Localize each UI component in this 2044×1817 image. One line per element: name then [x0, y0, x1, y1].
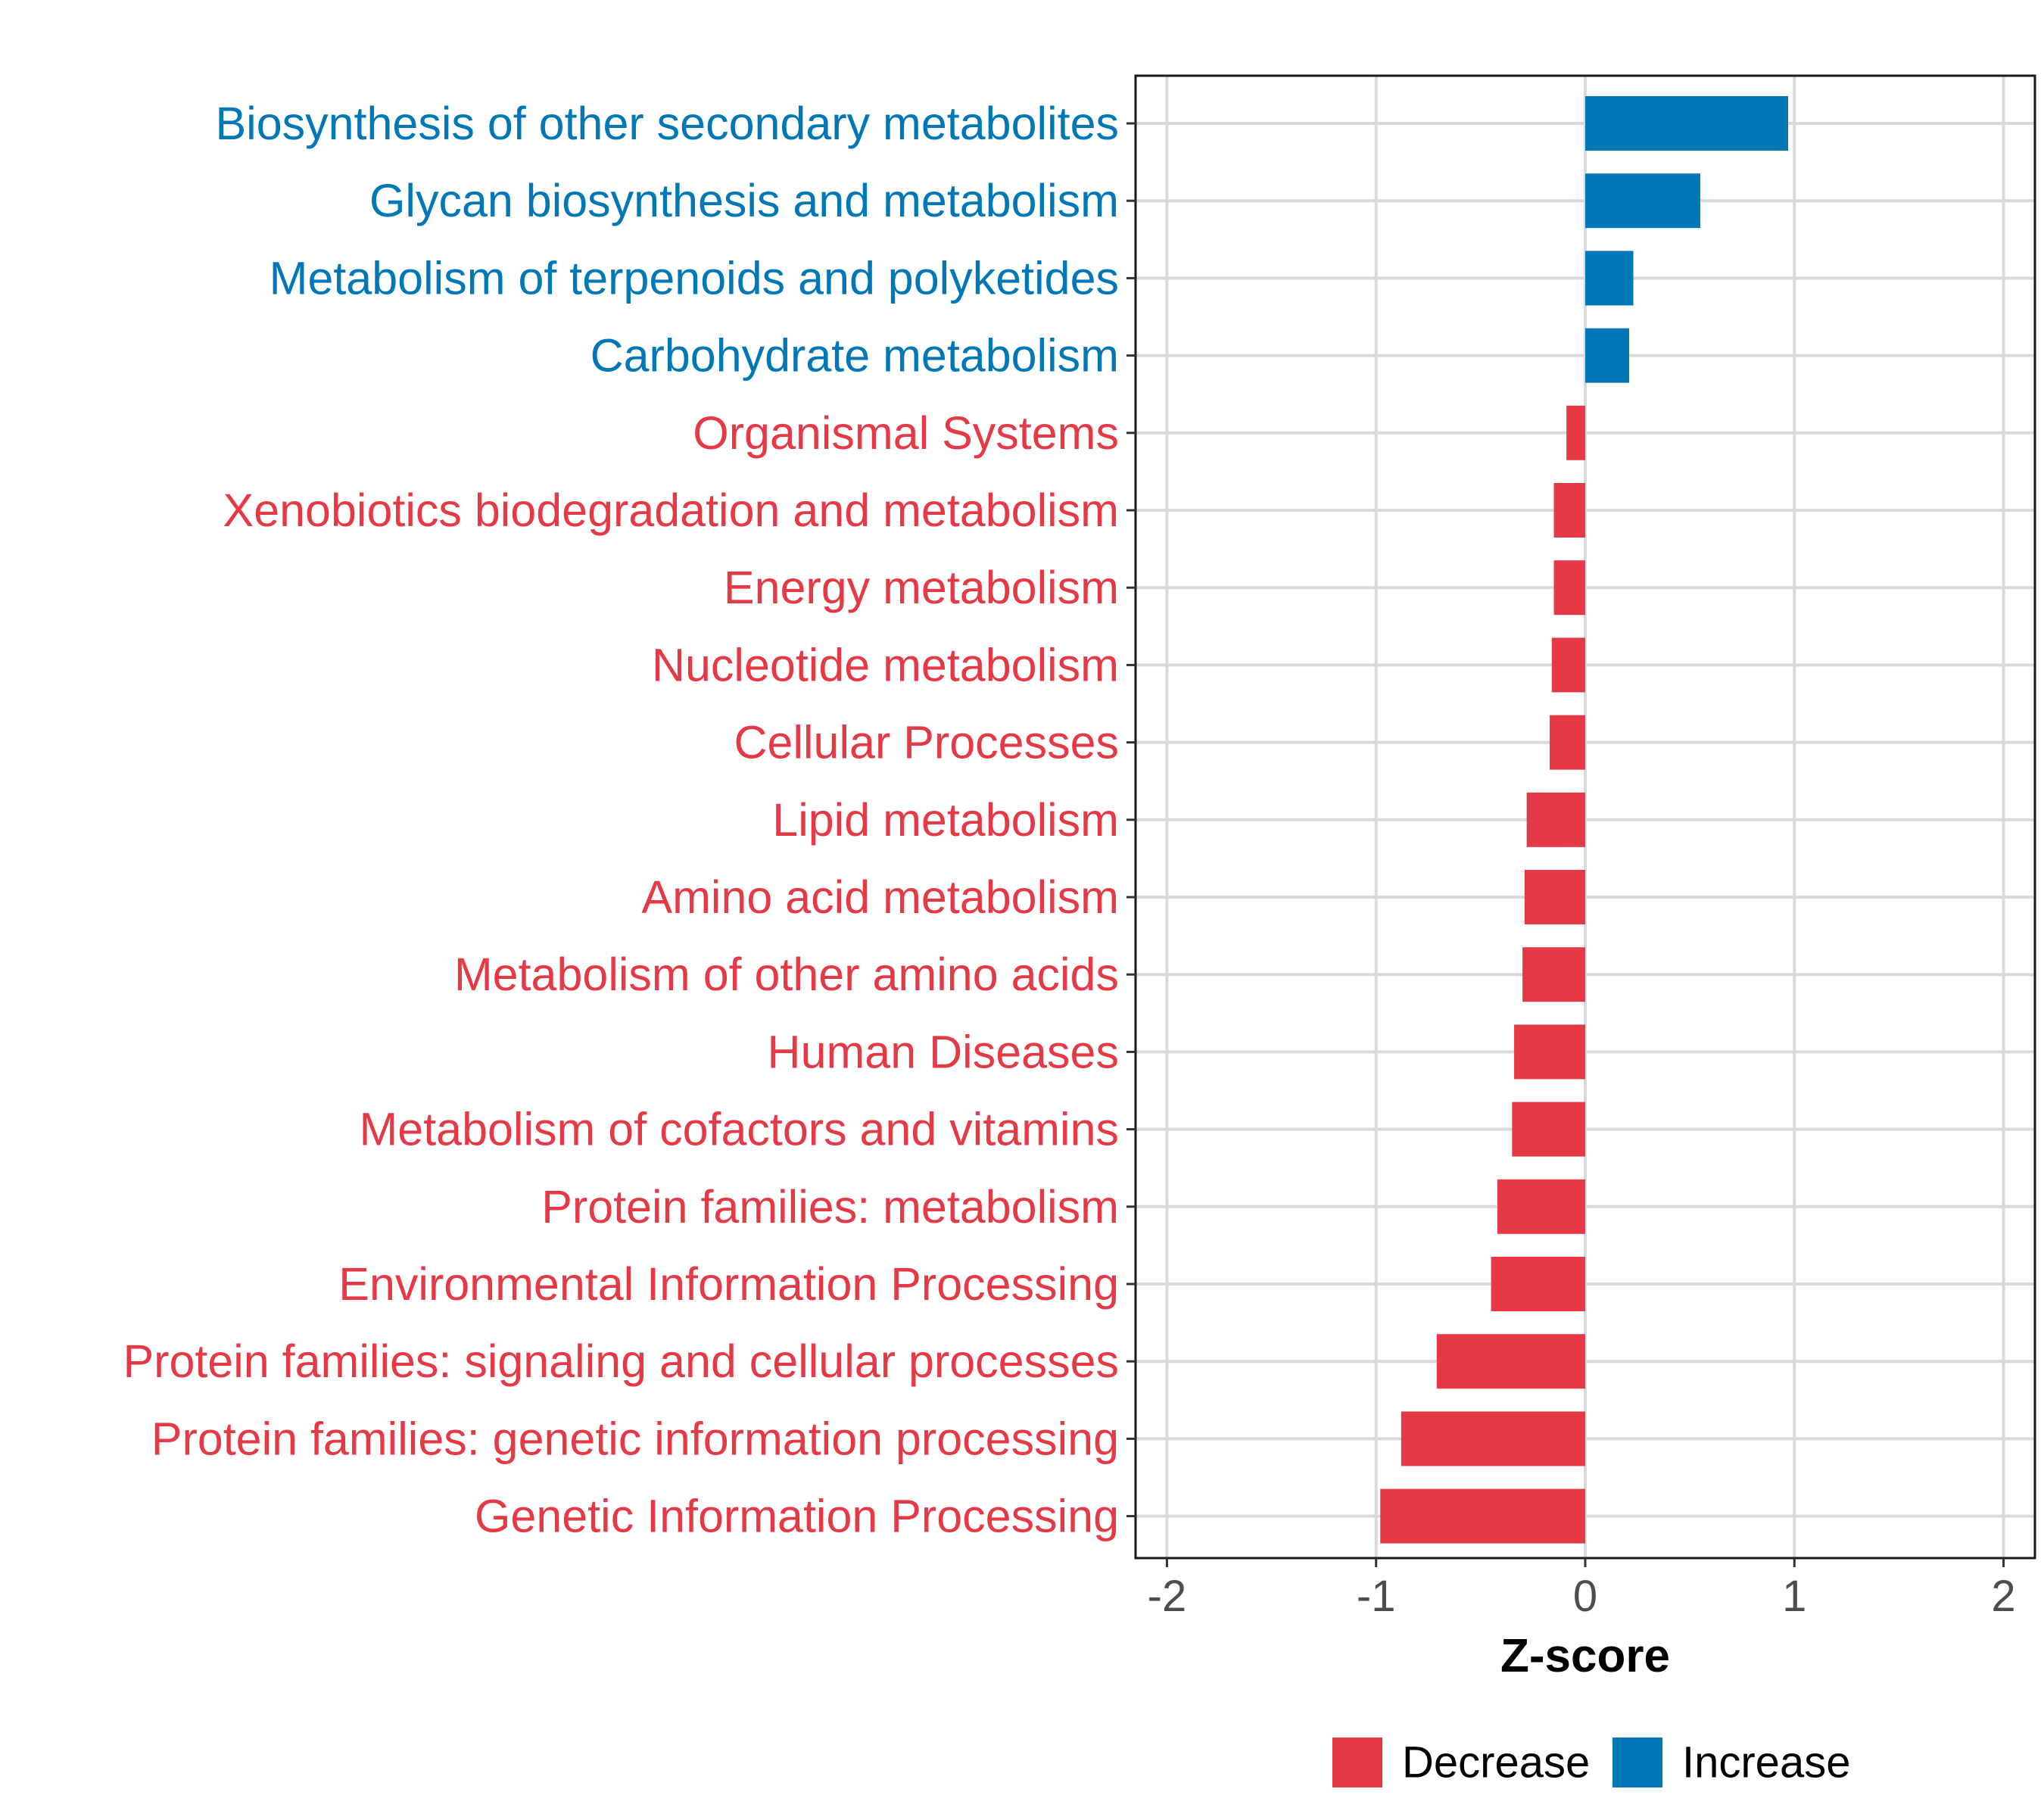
y-tick-label: Lipid metabolism: [772, 794, 1119, 846]
bar-decrease: [1491, 1257, 1585, 1311]
legend-swatch-decrease: [1332, 1738, 1382, 1787]
y-tick-label: Genetic Information Processing: [475, 1491, 1119, 1542]
x-tick-label: 0: [1573, 1572, 1597, 1621]
bar-decrease: [1380, 1488, 1585, 1544]
bar-decrease: [1524, 870, 1585, 924]
bar-increase: [1585, 251, 1634, 306]
legend-label-decrease: Decrease: [1402, 1738, 1590, 1787]
bar-decrease: [1553, 483, 1585, 538]
y-tick-label: Biosynthesis of other secondary metaboli…: [215, 98, 1119, 149]
bars-layer: [1380, 96, 1788, 1544]
bar-increase: [1585, 173, 1700, 229]
y-tick-label: Cellular Processes: [734, 717, 1119, 768]
y-tick-label: Human Diseases: [768, 1026, 1119, 1077]
y-tick-label: Metabolism of other amino acids: [454, 949, 1119, 1000]
y-tick-label: Xenobiotics biodegradation and metabolis…: [223, 485, 1119, 536]
y-tick-label: Metabolism of cofactors and vitamins: [359, 1104, 1119, 1155]
y-tick-label: Nucleotide metabolism: [652, 639, 1119, 690]
bar-decrease: [1522, 947, 1585, 1002]
bar-decrease: [1566, 405, 1585, 460]
y-tick-label: Carbohydrate metabolism: [590, 330, 1119, 382]
y-tick-label: Metabolism of terpenoids and polyketides: [270, 252, 1119, 304]
bar-decrease: [1401, 1411, 1585, 1466]
y-tick-label: Organismal Systems: [693, 407, 1119, 459]
bar-decrease: [1551, 637, 1585, 693]
x-axis-title: Z-score: [1500, 1630, 1670, 1682]
x-tick-label: -1: [1357, 1572, 1396, 1621]
y-tick-label: Protein families: metabolism: [541, 1181, 1119, 1233]
bar-decrease: [1514, 1024, 1585, 1080]
y-tick-label: Protein families: signaling and cellular…: [123, 1335, 1119, 1387]
y-tick-label: Energy metabolism: [724, 562, 1119, 613]
legend-label-increase: Increase: [1682, 1738, 1850, 1787]
bar-decrease: [1497, 1179, 1585, 1234]
bar-decrease: [1512, 1102, 1585, 1157]
bar-increase: [1585, 328, 1630, 383]
y-axis: Biosynthesis of other secondary metaboli…: [123, 98, 1136, 1542]
bar-decrease: [1436, 1334, 1585, 1389]
x-tick-label: 2: [1991, 1572, 2015, 1621]
bar-decrease: [1526, 792, 1585, 847]
y-tick-label: Glycan biosynthesis and metabolism: [369, 175, 1119, 226]
x-tick-label: 1: [1782, 1572, 1806, 1621]
x-axis: -2 -1 0 1 2: [1148, 1558, 2016, 1621]
y-tick-label: Environmental Information Processing: [338, 1258, 1119, 1310]
legend: Decrease Increase: [1332, 1738, 1850, 1787]
bar-decrease: [1550, 715, 1585, 770]
y-tick-label: Protein families: genetic information pr…: [151, 1413, 1119, 1464]
y-tick-label: Amino acid metabolism: [641, 871, 1119, 923]
bar-decrease: [1553, 560, 1585, 616]
bar-increase: [1585, 96, 1788, 151]
legend-swatch-increase: [1612, 1738, 1662, 1787]
x-tick-label: -2: [1148, 1572, 1187, 1621]
